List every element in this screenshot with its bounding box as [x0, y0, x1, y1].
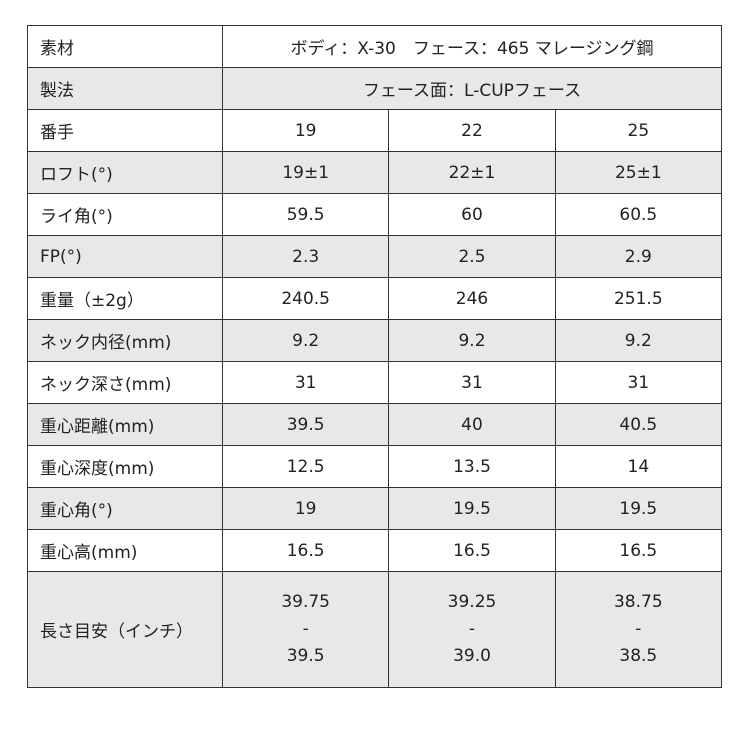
value-cell: 19: [221, 109, 390, 152]
table-row: ネック内径(mm) 9.2 9.2 9.2: [27, 319, 723, 362]
value-cell: 19: [221, 487, 390, 530]
value-line: -: [302, 619, 309, 639]
row-label: 製法: [27, 67, 223, 110]
spec-table: 素材 ボディ：X-30 フェース：465 マレージング鋼 製法 フェース面：L-CUP…: [27, 25, 723, 688]
row-label: ネック内径(mm): [27, 319, 223, 362]
value-cell: 25±1: [554, 151, 723, 194]
value-cell: 246: [388, 277, 556, 320]
value-cell: 60.5: [554, 193, 723, 236]
value-cell: 39.75 - 39.5: [221, 571, 390, 688]
value-cell: 2.5: [388, 235, 556, 278]
row-label: 番手: [27, 109, 223, 152]
value-cell: 19.5: [554, 487, 723, 530]
table-row: 重心高(mm) 16.5 16.5 16.5: [27, 529, 723, 572]
row-label: 重心角(°): [27, 487, 223, 530]
value-cell: 40: [388, 403, 556, 446]
value-line: 39.75: [281, 592, 330, 612]
value-cell: 39.5: [221, 403, 390, 446]
value-cell: 38.75 - 38.5: [554, 571, 723, 688]
value-cell: 31: [388, 361, 556, 404]
row-label: ライ角(°): [27, 193, 223, 236]
value-cell: 9.2: [388, 319, 556, 362]
value-cell: 16.5: [554, 529, 723, 572]
row-label: 重心深度(mm): [27, 445, 223, 488]
value-cell: 19.5: [388, 487, 556, 530]
value-cell: 2.3: [221, 235, 390, 278]
table-row: 製法 フェース面：L-CUPフェース: [27, 67, 722, 110]
value-line: 39.5: [286, 646, 325, 666]
table-row: ロフト(°) 19±1 22±1 25±1: [27, 151, 723, 194]
value-cell: 60: [388, 193, 556, 236]
value-cell: 12.5: [221, 445, 390, 488]
table-row: ネック深さ(mm) 31 31 31: [27, 361, 723, 404]
value-cell: 9.2: [554, 319, 723, 362]
value-cell: 22: [388, 109, 556, 152]
row-label: 長さ目安（インチ）: [27, 571, 223, 688]
value-cell: 59.5: [221, 193, 390, 236]
table-row: ライ角(°) 59.5 60 60.5: [27, 193, 723, 236]
value-cell: 16.5: [388, 529, 556, 572]
value-cell: 40.5: [554, 403, 723, 446]
row-label: 重量（±2g）: [27, 277, 223, 320]
row-label: 素材: [27, 25, 223, 68]
table-row: 番手 19 22 25: [27, 109, 723, 152]
value-cell: 16.5: [221, 529, 390, 572]
value-line: 39.0: [453, 646, 491, 666]
value-cell: 251.5: [554, 277, 723, 320]
row-label: ロフト(°): [27, 151, 223, 194]
value-cell: 2.9: [554, 235, 723, 278]
value-cell: 31: [221, 361, 390, 404]
value-cell: 19±1: [221, 151, 390, 194]
value-cell: 240.5: [221, 277, 390, 320]
row-label: 重心高(mm): [27, 529, 223, 572]
value-cell: 31: [554, 361, 723, 404]
table-row: 長さ目安（インチ） 39.75 - 39.5 39.25 - 39.0 38.75 - 38.5: [27, 571, 723, 688]
value-cell: 14: [554, 445, 723, 488]
table-row: 素材 ボディ：X-30 フェース：465 マレージング鋼: [27, 25, 722, 68]
value-cell: 25: [554, 109, 723, 152]
table-row: 重心深度(mm) 12.5 13.5 14: [27, 445, 723, 488]
row-label: ネック深さ(mm): [27, 361, 223, 404]
value-line: 38.75: [613, 592, 663, 612]
table-row: 重心距離(mm) 39.5 40 40.5: [27, 403, 723, 446]
row-label: 重心距離(mm): [27, 403, 223, 446]
table-row: 重心角(°) 19 19.5 19.5: [27, 487, 723, 530]
value-line: 39.25: [447, 592, 497, 612]
value-cell: 13.5: [388, 445, 556, 488]
value-cell: 39.25 - 39.0: [388, 571, 556, 688]
value-line: -: [635, 619, 642, 639]
value-cell: 22±1: [388, 151, 556, 194]
value-line: -: [468, 619, 476, 639]
value-line: 38.5: [619, 646, 658, 666]
row-label: FP(°): [27, 235, 223, 278]
value-cell: 9.2: [221, 319, 390, 362]
spanned-value-cell: ボディ：X-30 フェース：465 マレージング鋼: [222, 25, 722, 68]
spanned-value-cell: フェース面：L-CUPフェース: [222, 67, 722, 110]
table-row: 重量（±2g） 240.5 246 251.5: [27, 277, 723, 320]
table-row: FP(°) 2.3 2.5 2.9: [27, 235, 723, 278]
